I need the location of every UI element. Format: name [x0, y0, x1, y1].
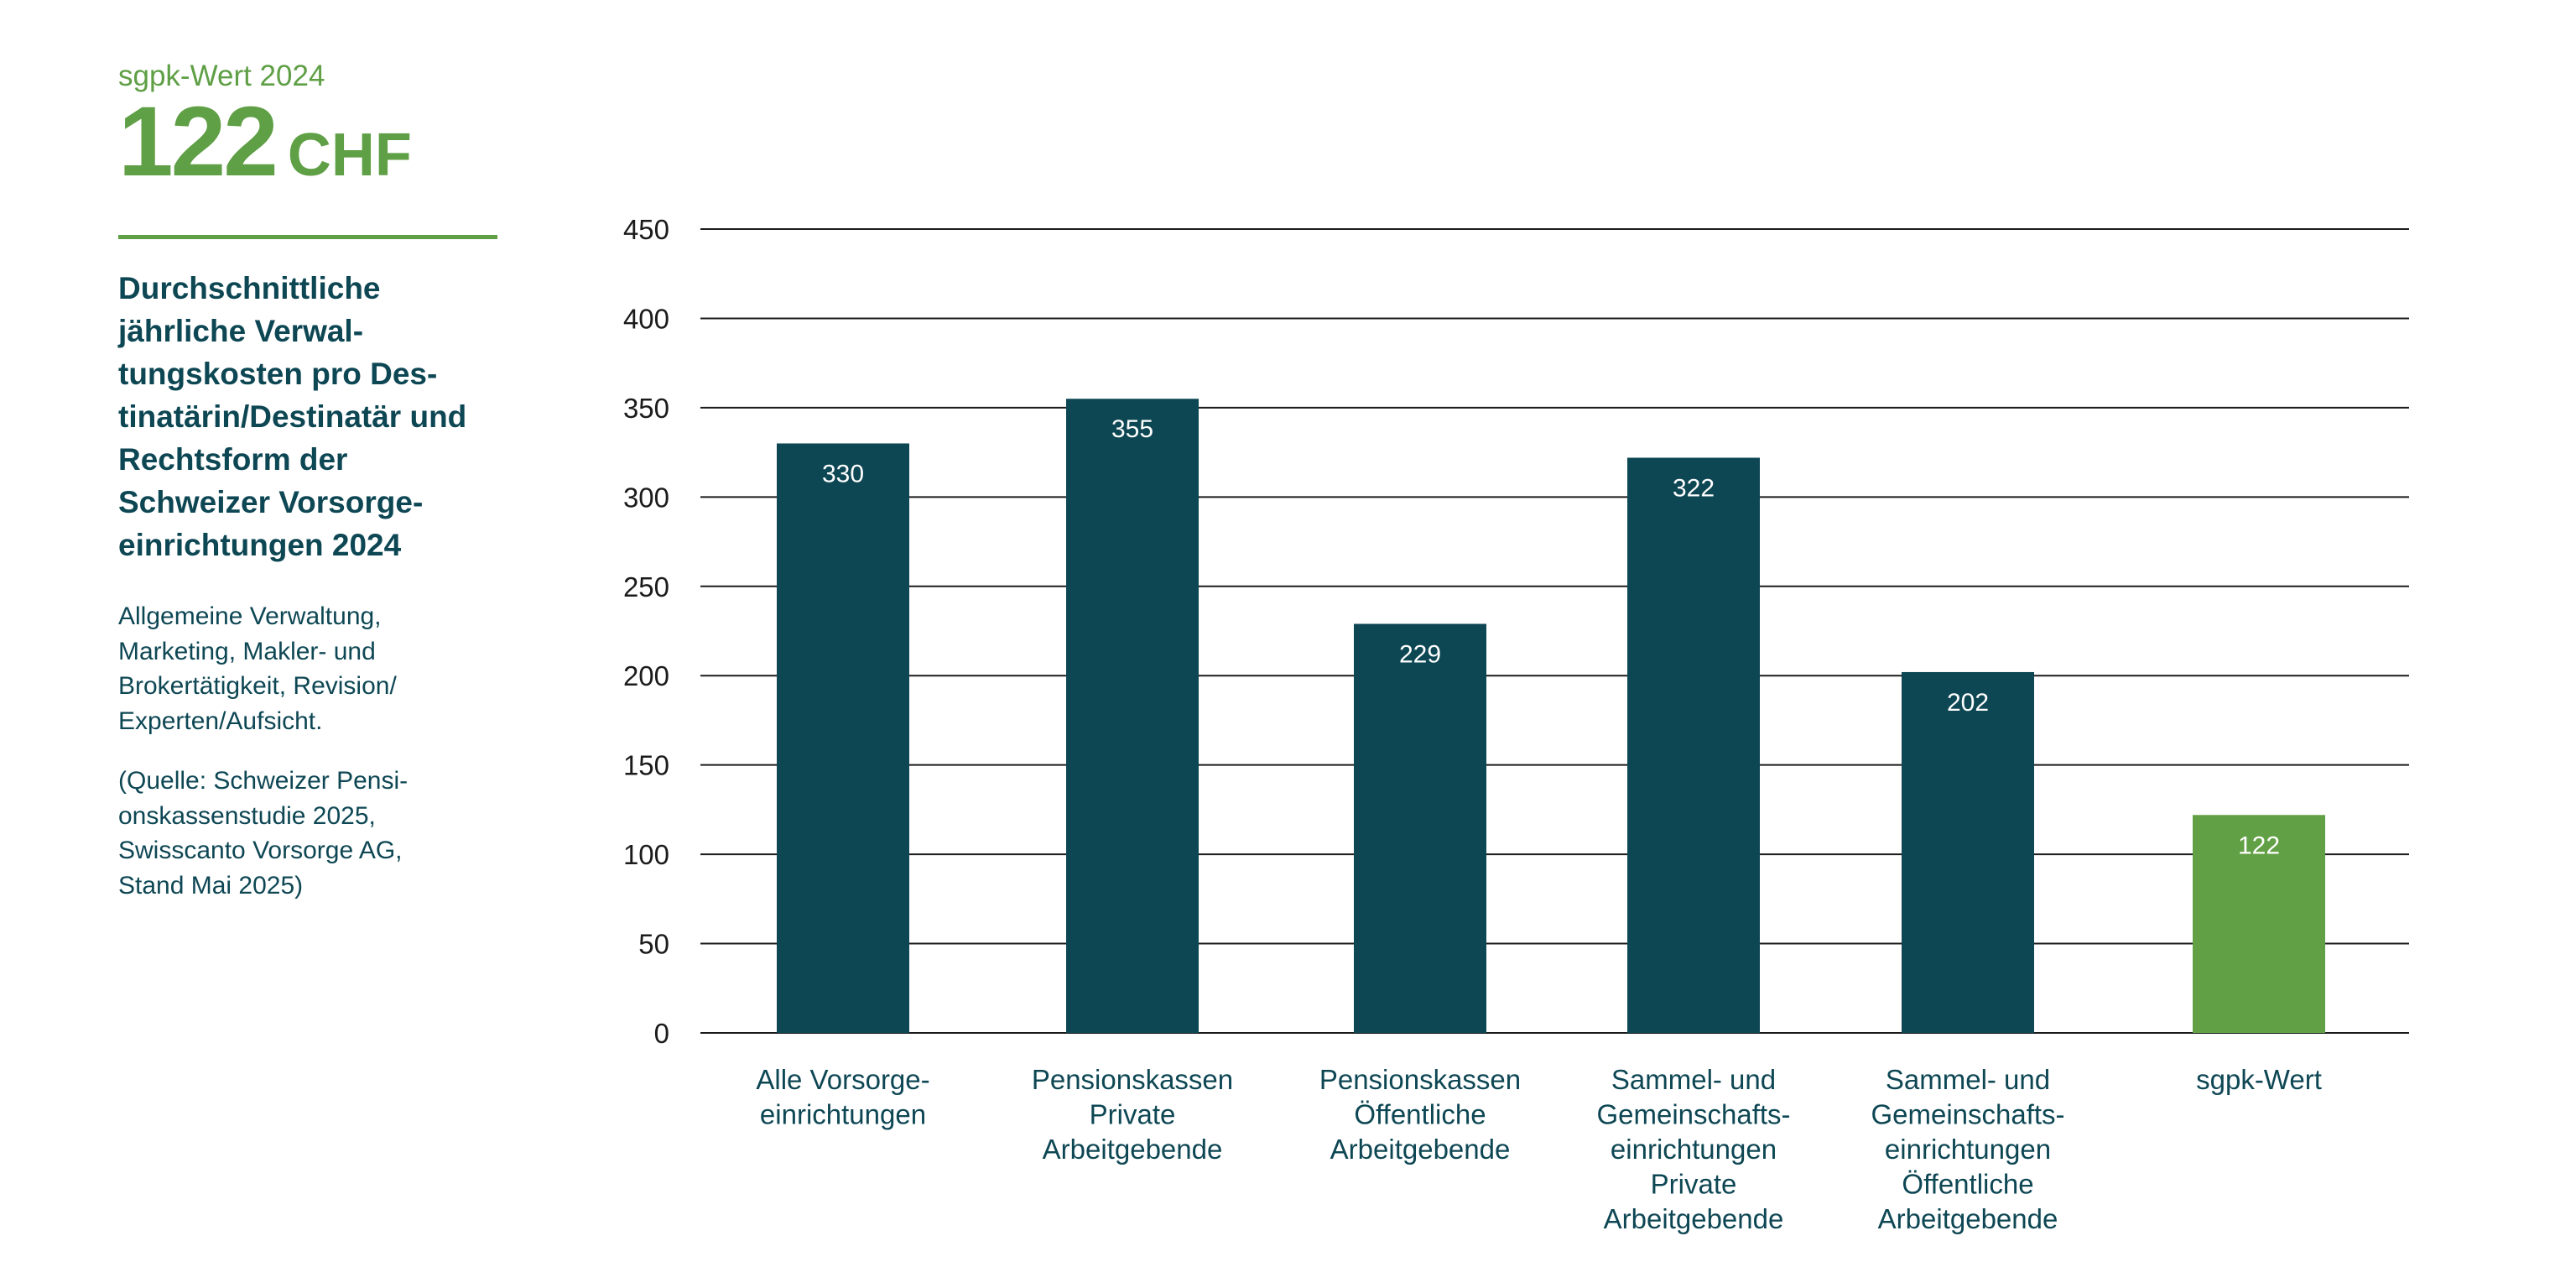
category-label: Pensionskassen Private Arbeitgebende	[1032, 1064, 1233, 1165]
y-tick-label: 150	[623, 750, 669, 781]
y-tick-label: 450	[623, 214, 669, 245]
bar-value-label: 355	[1111, 415, 1153, 443]
chart-title: Durchschnittliche jährliche Verwal­tungs…	[118, 271, 467, 562]
chart-info-panel: sgpk-Wert 2024 122 CHF Durchschnittliche …	[118, 59, 504, 903]
bar-3	[1627, 457, 1760, 1033]
bar-value-label: 202	[1947, 689, 1989, 717]
bar-value-label: 322	[1673, 474, 1715, 502]
bar-4	[1902, 671, 2034, 1033]
y-tick-label: 400	[623, 303, 669, 334]
y-tick-label: 350	[623, 393, 669, 424]
y-tick-label: 200	[623, 660, 669, 691]
y-tick-label: 100	[623, 839, 669, 870]
bar-value-label: 229	[1399, 640, 1441, 668]
divider	[118, 235, 497, 239]
headline-value: 122 CHF	[118, 92, 504, 218]
category-label: Sammel- und Gemeinschafts-einrichtungen Pr…	[1596, 1064, 1790, 1234]
headline-unit: CHF	[287, 122, 412, 189]
category-labels: Alle Vorsorge-einrichtungen Pensionskasse…	[756, 1064, 2322, 1234]
category-label: Alle Vorsorge-einrichtungen	[756, 1064, 929, 1130]
category-label: sgpk-Wert	[2196, 1064, 2322, 1095]
category-label: Pensionskassen Öffentliche Arbeitgebende	[1319, 1064, 1521, 1165]
bars	[777, 399, 2325, 1033]
y-axis-ticks: 0 50 100 150 200 250 300 350 400 450	[623, 214, 669, 1049]
gridlines	[700, 228, 2409, 1034]
bar-chart-svg: 0 50 100 150 200 250 300 350 400 450 330 355 229 322…	[623, 214, 2409, 1234]
category-label: Sammel- und Gemeinschafts-einrichtungen Öf…	[1871, 1064, 2064, 1234]
bar-5	[2193, 815, 2325, 1033]
bar-chart: 0 50 100 150 200 250 300 350 400 450 330 355 229 322…	[587, 193, 2449, 1259]
chart-source: (Quelle: Schweizer Pensi­onskassenstudie…	[118, 767, 409, 900]
y-tick-label: 50	[638, 929, 669, 960]
bar-value-labels: 330 355 229 322 202 122	[822, 415, 2280, 859]
bar-value-label: 330	[822, 460, 864, 488]
kicker-label: sgpk-Wert 2024	[118, 60, 325, 92]
chart-description: Allgemeine Verwaltung, Marketing, Makler…	[118, 602, 397, 735]
y-tick-label: 0	[654, 1018, 669, 1049]
y-tick-label: 300	[623, 482, 669, 513]
headline-number: 122	[118, 86, 278, 197]
bar-1	[1066, 399, 1199, 1033]
bar-value-label: 122	[2238, 832, 2280, 859]
bar-2	[1354, 623, 1486, 1033]
y-tick-label: 250	[623, 571, 669, 602]
bar-0	[777, 443, 909, 1033]
